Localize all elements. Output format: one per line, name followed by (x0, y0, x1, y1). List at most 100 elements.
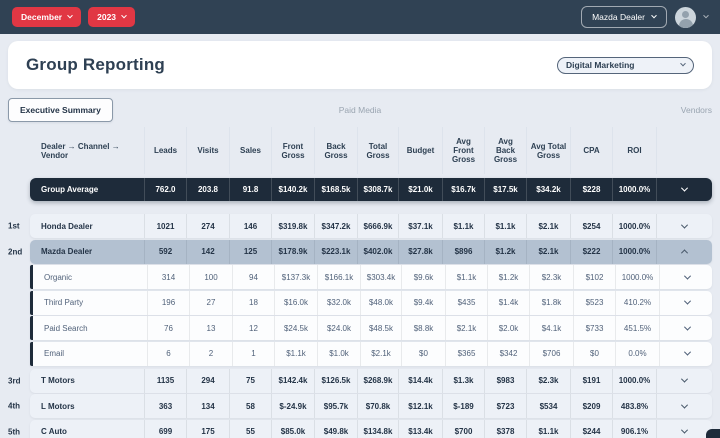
expand-chevron[interactable] (660, 265, 715, 289)
metric-value: $32.0k (318, 290, 361, 315)
metric-value: $85.0k (272, 419, 315, 438)
metric-value: 27 (190, 290, 233, 315)
metric-value: $37.1k (399, 214, 443, 238)
metric-value: $27.8k (399, 239, 443, 264)
column-header: Back Gross (315, 127, 358, 174)
metric-value: $2.0k (488, 316, 530, 340)
dealer-dropdown-button[interactable]: Mazda Dealer (581, 6, 667, 28)
user-menu-chevron-icon[interactable] (703, 12, 709, 19)
channel-name: Third Party (33, 290, 148, 315)
metric-value: $378 (485, 419, 527, 438)
dealer-name: Mazda Dealer (30, 239, 145, 264)
expand-chevron[interactable] (657, 420, 712, 438)
group-average-value: $16.7k (443, 178, 485, 201)
user-avatar[interactable] (675, 6, 696, 28)
expand-chevron[interactable] (660, 316, 715, 340)
group-average-value: $17.5k (485, 178, 527, 201)
column-header: CPA (571, 127, 613, 174)
channel-filter-select[interactable]: Digital Marketing (557, 56, 694, 74)
table-row: Paid Search 76 13 12 $24.5k $24.0k $48.5k $8.8k… (30, 316, 712, 340)
column-header: Leads (145, 127, 187, 174)
metric-value: $2.3k (527, 368, 571, 393)
corner-widget[interactable] (706, 429, 720, 438)
chevron-down-icon (680, 60, 686, 67)
dealer-row[interactable]: Honda Dealer 1021 274 146 $319.8k $347.2k $666… (30, 214, 712, 238)
metric-value: 1135 (145, 368, 187, 393)
expand-chevron[interactable] (657, 214, 712, 238)
dealer-row[interactable]: Mazda Dealer 592 142 125 $178.9k $223.1k $402.… (30, 239, 712, 264)
metric-value: $14.4k (399, 368, 443, 393)
metric-value: $2.1k (527, 214, 571, 238)
metric-value: 294 (187, 368, 230, 393)
rank-label: 4th (8, 401, 20, 411)
report-tabs: Executive Summary Paid Media Vendors (8, 98, 712, 122)
metric-value: 75 (230, 368, 272, 393)
metric-value: $12.1k (399, 394, 443, 418)
metric-value: $137.3k (275, 265, 318, 289)
metric-value: $209 (571, 394, 613, 418)
dealer-row[interactable]: C Auto 699 175 55 $85.0k $49.8k $134.8k $13.4k $… (30, 419, 712, 438)
metric-value: $48.0k (361, 290, 402, 315)
metric-value: $706 (530, 341, 574, 366)
metric-value: 13 (190, 316, 233, 340)
channel-row[interactable]: Organic 314 100 94 $137.3k $166.1k $303.4k $9.6… (30, 265, 712, 289)
expand-chevron[interactable] (660, 342, 715, 366)
chevron-down-icon (683, 323, 692, 331)
year-dropdown-button[interactable]: 2023 (88, 7, 136, 27)
dealer-row[interactable]: L Motors 363 134 58 $-24.9k $95.7k $70.8k $12.1… (30, 394, 712, 418)
tab-paid-media[interactable]: Paid Media (338, 105, 382, 115)
expand-chevron[interactable] (657, 178, 712, 201)
metric-value: $666.9k (358, 214, 399, 238)
channel-row[interactable]: Paid Search 76 13 12 $24.5k $24.0k $48.5k $8.8k… (30, 316, 712, 340)
rank-label: 2nd (8, 247, 23, 256)
page-title: Group Reporting (26, 55, 165, 74)
group-average-row[interactable]: Group Average 762.0 203.8 91.8 $140.2k $168.5… (30, 178, 712, 201)
dealer-dropdown-label: Mazda Dealer (592, 12, 645, 22)
metric-value: $1.1k (275, 341, 318, 366)
metric-value: 1 (233, 341, 275, 366)
metric-value: $0 (402, 341, 446, 366)
group-average-value: 1000.0% (613, 178, 657, 201)
metric-value: 1000.0% (613, 239, 657, 264)
dealer-row[interactable]: T Motors 1135 294 75 $142.4k $126.5k $268.9k $1… (30, 368, 712, 393)
metric-value: 1021 (145, 214, 187, 238)
channel-row[interactable]: Email 6 2 1 $1.1k $1.0k $2.1k $0 $365 $342 $706 $0 0… (30, 341, 715, 366)
column-header: Avg Total Gross (527, 127, 571, 174)
expand-chevron[interactable] (657, 394, 712, 418)
group-average-value: $140.2k (272, 178, 315, 201)
year-dropdown-label: 2023 (97, 12, 117, 22)
expand-chevron[interactable] (657, 369, 712, 393)
metric-value: $1.2k (488, 265, 530, 289)
metric-value: $700 (443, 419, 485, 438)
chevron-down-icon (680, 401, 689, 409)
table-row: 3rd T Motors 1135 294 75 $142.4k $126.5k $268.9… (8, 368, 712, 393)
metric-value: 142 (187, 239, 230, 264)
metric-value: 363 (145, 394, 187, 418)
table-row: 2nd Mazda Dealer 592 142 125 $178.9k $223.1k $4… (8, 239, 712, 264)
tab-vendors[interactable]: Vendors (680, 105, 712, 115)
metric-value: $303.4k (361, 265, 402, 289)
metric-value: $8.8k (402, 316, 446, 340)
channel-name: Email (33, 341, 148, 366)
tab-executive-summary[interactable]: Executive Summary (8, 98, 113, 122)
metric-value: 410.2% (616, 290, 660, 315)
table-row: Email 6 2 1 $1.1k $1.0k $2.1k $0 $365 $342 $706 $0 0… (30, 341, 715, 366)
metric-value: $244 (571, 419, 613, 438)
metric-value: $48.5k (361, 316, 402, 340)
channel-row[interactable]: Third Party 196 27 18 $16.0k $32.0k $48.0k $9.4… (30, 290, 715, 315)
month-dropdown-button[interactable]: December (12, 7, 82, 27)
table-header-row: Dealer → Channel → Vendor Leads Visits Sale… (30, 127, 712, 174)
metric-value: $9.4k (402, 290, 446, 315)
metric-value: $222 (571, 239, 613, 264)
metric-value: $2.1k (527, 239, 571, 264)
group-average-value: $21.0k (399, 178, 443, 201)
metric-value: 1000.0% (613, 214, 657, 238)
expand-chevron[interactable] (660, 291, 715, 315)
column-header: Front Gross (272, 127, 315, 174)
group-average-value: 762.0 (145, 178, 187, 201)
rank-label: 1st (8, 221, 20, 231)
expand-chevron[interactable] (657, 240, 712, 264)
metric-value: $435 (446, 290, 488, 315)
chevron-up-icon (680, 249, 689, 257)
metric-value: $319.8k (272, 214, 315, 238)
